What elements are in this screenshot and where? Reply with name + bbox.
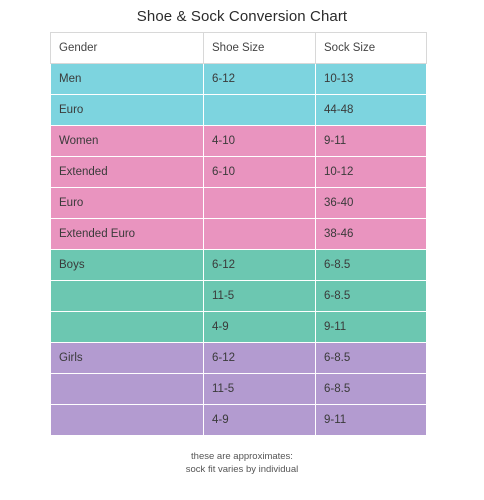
sock-size-cell: 38-46 [315,218,427,250]
gender-cell: Euro [50,187,204,219]
sock-size-cell: 36-40 [315,187,427,219]
table-row: 11-5 6-8.5 [50,373,427,405]
shoe-size-cell: 11-5 [203,373,316,405]
sock-size-cell: 6-8.5 [315,249,427,281]
gender-cell: Extended Euro [50,218,204,250]
table-row: 4-9 9-11 [50,404,427,436]
gender-cell [50,311,204,343]
header-shoe-size: Shoe Size [203,32,316,64]
sock-size-cell: 9-11 [315,125,427,157]
gender-cell [50,404,204,436]
shoe-size-cell [203,94,316,126]
table-header-row: Gender Shoe Size Sock Size [50,32,427,64]
table-row: 11-5 6-8.5 [50,280,427,312]
sock-size-cell: 9-11 [315,311,427,343]
shoe-size-cell [203,218,316,250]
shoe-size-cell: 6-12 [203,63,316,95]
shoe-size-cell: 4-9 [203,311,316,343]
sock-size-cell: 10-12 [315,156,427,188]
table-row: Boys 6-12 6-8.5 [50,249,427,281]
gender-cell: Boys [50,249,204,281]
shoe-size-cell: 6-10 [203,156,316,188]
header-sock-size: Sock Size [315,32,427,64]
shoe-size-cell: 6-12 [203,342,316,374]
gender-cell: Extended [50,156,204,188]
gender-cell: Women [50,125,204,157]
shoe-size-cell: 4-10 [203,125,316,157]
footnote-line-1: these are approximates: [191,451,293,462]
table-row: Euro 36-40 [50,187,427,219]
chart-title: Shoe & Sock Conversion Chart [136,8,348,25]
sock-size-cell: 9-11 [315,404,427,436]
footnote: these are approximates: sock fit varies … [0,450,484,476]
table-row: Girls 6-12 6-8.5 [50,342,427,374]
table-row: 4-9 9-11 [50,311,427,343]
sock-size-cell: 6-8.5 [315,280,427,312]
table-row: Extended Euro 38-46 [50,218,427,250]
table-row: Extended 6-10 10-12 [50,156,427,188]
gender-cell [50,280,204,312]
sock-size-cell: 44-48 [315,94,427,126]
table-row: Men 6-12 10-13 [50,63,427,95]
shoe-size-cell: 4-9 [203,404,316,436]
table-row: Women 4-10 9-11 [50,125,427,157]
shoe-size-cell: 6-12 [203,249,316,281]
footnote-line-2: sock fit varies by individual [185,464,299,475]
shoe-size-cell: 11-5 [203,280,316,312]
gender-cell [50,373,204,405]
gender-cell: Girls [50,342,204,374]
table-body: Men 6-12 10-13 Euro 44-48 Women 4-10 9-11 Extend… [50,63,427,436]
sock-size-cell: 6-8.5 [315,342,427,374]
sock-size-cell: 6-8.5 [315,373,427,405]
header-gender: Gender [50,32,204,64]
shoe-size-cell [203,187,316,219]
conversion-table: Gender Shoe Size Sock Size Men 6-12 10-13 E… [50,32,427,436]
gender-cell: Men [50,63,204,95]
table-row: Euro 44-48 [50,94,427,126]
gender-cell: Euro [50,94,204,126]
sock-size-cell: 10-13 [315,63,427,95]
